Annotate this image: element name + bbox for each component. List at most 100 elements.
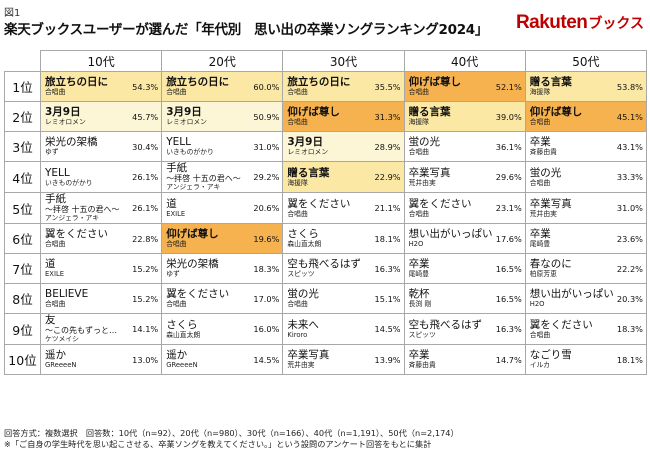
artist-name: 尾崎豊	[408, 270, 429, 278]
vote-percentage: 22.8%	[132, 233, 159, 244]
ranking-cell: 仰げば尊し 合唱曲 45.1%	[524, 101, 647, 132]
artist-name: GReeeeN	[166, 361, 198, 369]
ranking-cell: 旅立ちの日に 合唱曲 60.0%	[161, 71, 284, 102]
ranking-cell: 手紙 〜拝啓 十五の君へ〜 アンジェラ・アキ 26.1%	[39, 192, 163, 224]
song-title: 栄光の架橋	[45, 136, 98, 148]
artist-name: ゆず	[45, 148, 59, 156]
song-title: 翼をください	[529, 318, 593, 331]
artist-name: 海援隊	[529, 88, 551, 96]
ranking-cell: 未来へ Kiroro 14.5%	[282, 313, 405, 345]
ranking-cell: 卒業 斉藤由貴 43.1%	[524, 131, 647, 162]
artist-name: いきものがかり	[166, 148, 214, 156]
song-title: 贈る言葉	[287, 166, 330, 179]
vote-percentage: 22.9%	[374, 172, 401, 182]
artist-name: ケツメイシ	[45, 335, 79, 343]
song-title: 3月9日	[287, 136, 323, 148]
vote-percentage: 15.2%	[132, 293, 159, 304]
vote-percentage: 18.3%	[616, 324, 643, 334]
song-subtitle: 〜この先もずっと…	[45, 326, 117, 335]
column-header: 30代	[282, 50, 405, 72]
artist-name: 合唱曲	[166, 240, 187, 248]
rank-label: 4位	[4, 161, 41, 193]
song-title: BELIEVE	[45, 288, 89, 300]
table-row: 1位 旅立ちの日に 合唱曲 54.3% 旅立ちの日に 合唱曲 60.0% 旅立ちの日に 合唱曲 3…	[4, 71, 647, 102]
ranking-cell: 蛍の光 合唱曲 33.3%	[524, 161, 647, 193]
vote-percentage: 33.3%	[616, 172, 643, 182]
artist-name: 合唱曲	[529, 330, 551, 339]
song-title: 春なのに	[529, 258, 572, 270]
song-title: 旅立ちの日に	[287, 76, 351, 88]
artist-name: 合唱曲	[45, 240, 66, 248]
vote-percentage: 17.0%	[253, 293, 280, 304]
artist-name: アンジェラ・アキ	[166, 183, 221, 191]
ranking-cell: BELIEVE 合唱曲 15.2%	[39, 283, 163, 314]
song-title: 仰げば尊し	[287, 106, 340, 118]
ranking-cell: 3月9日 レミオロメン 50.9%	[161, 101, 284, 132]
ranking-cell: 3月9日 レミオロメン 45.7%	[39, 101, 163, 132]
song-title: 蛍の光	[408, 136, 441, 148]
artist-name: 合唱曲	[408, 88, 429, 96]
rank-label: 7位	[4, 253, 41, 284]
song-title: 翼をください	[287, 197, 351, 210]
ranking-cell: 乾杯 長渕 剛 16.5%	[403, 283, 526, 314]
song-title: 旅立ちの日に	[166, 76, 230, 88]
artist-name: レミオロメン	[45, 118, 86, 126]
ranking-cell: 蛍の光 合唱曲 36.1%	[403, 131, 526, 162]
vote-percentage: 16.5%	[495, 263, 522, 274]
song-title: 仰げば尊し	[166, 228, 219, 240]
vote-percentage: 14.7%	[495, 354, 522, 365]
rank-label: 2位	[4, 101, 41, 132]
ranking-cell: 遥か GReeeeN 14.5%	[161, 344, 284, 375]
artist-name: ゆず	[166, 270, 180, 278]
artist-name: 合唱曲	[166, 88, 187, 96]
song-title: YELL	[45, 166, 70, 179]
song-title: 卒業	[529, 136, 551, 148]
vote-percentage: 15.2%	[132, 263, 159, 274]
song-title: 遥か	[166, 349, 188, 361]
vote-percentage: 21.1%	[374, 203, 401, 213]
footnote-respondents: 回答方式：複数選択 回答数：10代（n=92）、20代（n=980）、30代（n…	[4, 428, 459, 438]
vote-percentage: 36.1%	[495, 141, 522, 152]
artist-name: 柏原芳恵	[529, 270, 557, 278]
ranking-cell: 贈る言葉 海援隊 39.0%	[403, 101, 526, 132]
song-title: 贈る言葉	[529, 76, 572, 88]
vote-percentage: 50.9%	[253, 111, 280, 122]
ranking-cell: 旅立ちの日に 合唱曲 35.5%	[282, 71, 405, 102]
ranking-cell: YELL いきものがかり 26.1%	[39, 161, 163, 193]
ranking-cell: 卒業写真 荒井由実 31.0%	[524, 192, 647, 224]
ranking-cell: 遥か GReeeeN 13.0%	[39, 344, 163, 375]
vote-percentage: 13.0%	[132, 354, 159, 365]
vote-percentage: 16.0%	[253, 324, 280, 334]
song-title: さくら	[287, 228, 319, 240]
ranking-cell: 旅立ちの日に 合唱曲 54.3%	[39, 71, 163, 102]
table-row: 10位 遥か GReeeeN 13.0% 遥か GReeeeN 14.5% 卒業写真 荒井由実 1…	[4, 344, 647, 375]
vote-percentage: 43.1%	[616, 141, 643, 152]
artist-name: EXILE	[45, 270, 65, 278]
table-row: 6位 翼をください 合唱曲 22.8% 仰げば尊し 合唱曲 19.6% さくら 森山直太朗 18.…	[4, 223, 647, 254]
artist-name: EXILE	[166, 209, 186, 218]
artist-name: 合唱曲	[529, 178, 551, 187]
vote-percentage: 14.5%	[253, 354, 280, 365]
artist-name: レミオロメン	[166, 118, 207, 126]
song-title: 栄光の架橋	[166, 258, 219, 270]
ranking-cell: 仰げば尊し 合唱曲 19.6%	[161, 223, 284, 254]
song-title: 贈る言葉	[408, 106, 451, 118]
table-row: 8位 BELIEVE 合唱曲 15.2% 翼をください 合唱曲 17.0% 蛍の光 合唱曲 15.…	[4, 283, 647, 314]
artist-name: レミオロメン	[287, 148, 329, 156]
table-row: 3位 栄光の架橋 ゆず 30.4% YELL いきものがかり 31.0% 3月9日 レミオロメン…	[4, 131, 647, 162]
artist-name: H2O	[529, 300, 545, 308]
artist-name: Kiroro	[287, 330, 308, 339]
column-header: 50代	[524, 50, 647, 72]
artist-name: 荒井由実	[529, 209, 557, 218]
song-title: 想い出がいっぱい	[529, 288, 614, 300]
vote-percentage: 20.3%	[616, 293, 643, 304]
ranking-cell: 翼をください 合唱曲 22.8%	[39, 223, 163, 254]
song-title: 仰げば尊し	[408, 76, 462, 88]
artist-name: 斉藤由貴	[529, 148, 557, 156]
ranking-cell: さくら 森山直太朗 16.0%	[161, 313, 284, 345]
vote-percentage: 28.9%	[374, 141, 401, 152]
rank-label: 9位	[4, 313, 41, 345]
rank-label: 8位	[4, 283, 41, 314]
ranking-cell: 想い出がいっぱい H2O 17.6%	[403, 223, 526, 254]
rank-label: 1位	[4, 71, 41, 102]
